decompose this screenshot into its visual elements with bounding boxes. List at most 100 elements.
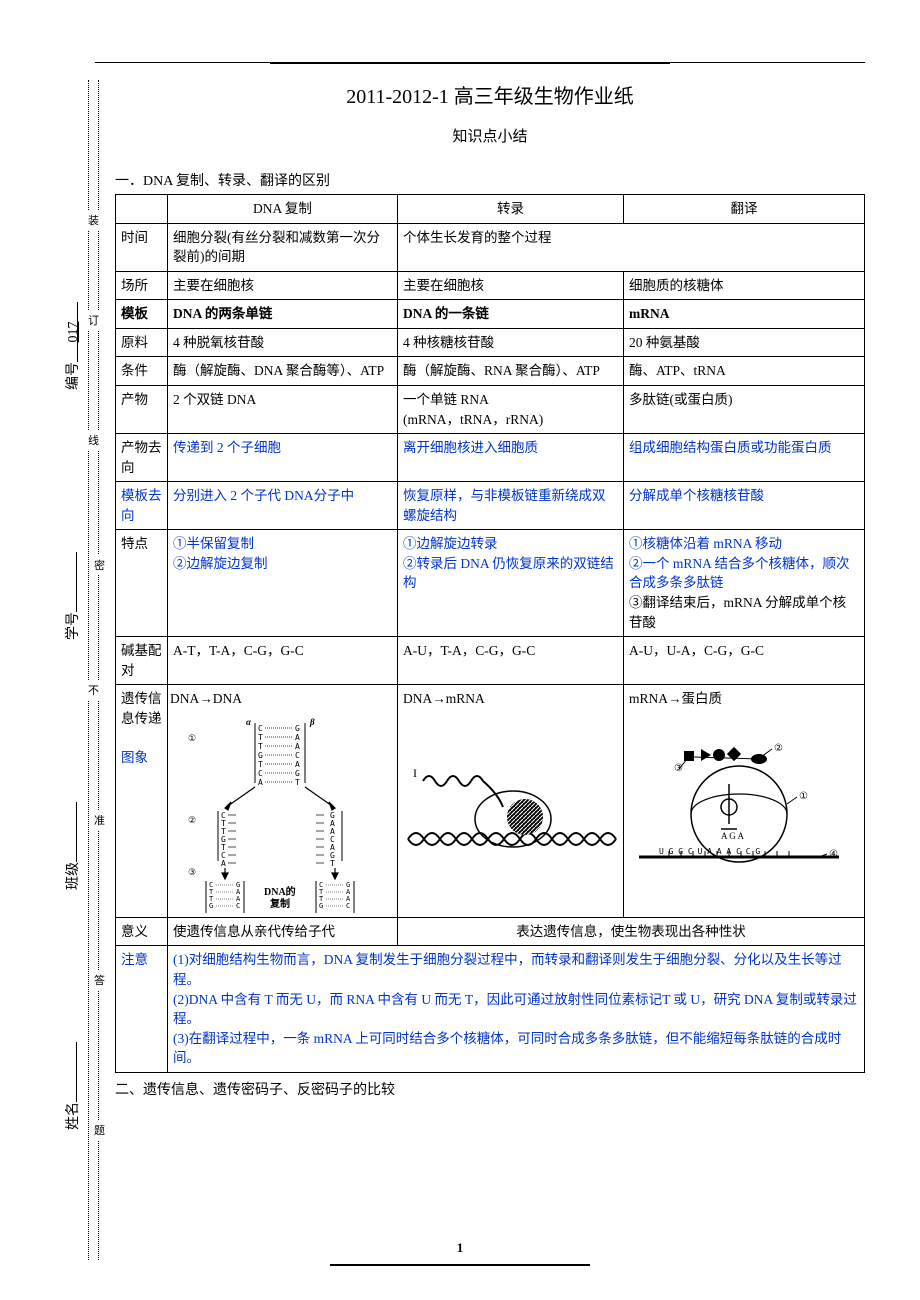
cell-cond-b: 酶（解旋酶、RNA 聚合酶）、ATP — [398, 357, 624, 386]
binding-ti: 题 — [94, 1120, 105, 1140]
translation-diagram: A G A U G G C U A A A C C G — [629, 729, 849, 879]
svg-text:A: A — [258, 778, 263, 787]
cell-meaning-bc: 表达遗传信息，使生物表现出各种性状 — [398, 917, 865, 946]
svg-text:T: T — [258, 733, 263, 742]
svg-text:C: C — [236, 902, 240, 910]
cell-flow-b: DNA→mRNA I — [398, 685, 624, 918]
cell-tdest-c: 分解成单个核糖核苷酸 — [624, 482, 865, 530]
svg-text:C: C — [258, 724, 263, 733]
cell-product-a: 2 个双链 DNA — [168, 385, 398, 433]
row-pdest: 产物去向 传递到 2 个子细胞 离开细胞核进入细胞质 组成细胞结构蛋白质或功能蛋… — [116, 434, 865, 482]
cell-flow-c: mRNA→蛋白质 A G A — [624, 685, 865, 918]
flow-a-label: DNA→DNA — [170, 689, 395, 709]
svg-text:C: C — [295, 751, 300, 760]
cell-feature-b: ①边解旋边转录 ②转录后 DNA 仍恢复原来的双链结构 — [398, 530, 624, 637]
row-tdest: 模板去向 分别进入 2 个子代 DNA分子中 恢复原样，与非模板链重新绕成双螺旋… — [116, 482, 865, 530]
label-name: 姓名 — [62, 1042, 82, 1130]
table-header-row: DNA 复制 转录 翻译 — [116, 195, 865, 224]
dotted-line-inner — [98, 80, 99, 1260]
feature-c-black: ③翻译结束后，mRNA 分解成单个核苷酸 — [629, 595, 846, 630]
svg-text:③: ③ — [188, 867, 196, 877]
page-title: 2011-2012-1 高三年级生物作业纸 — [115, 80, 865, 109]
key-note: 注意 — [116, 946, 168, 1072]
svg-text:I: I — [413, 766, 417, 780]
dotted-line-outer — [88, 80, 89, 1260]
cell-note: (1)对细胞结构生物而言，DNA 复制发生于细胞分裂过程中，而转录和翻译则发生于… — [168, 946, 865, 1072]
cell-template-c: mRNA — [624, 300, 865, 329]
note-2: (2)DNA 中含有 T 而无 U，而 RNA 中含有 U 而无 T，因此可通过… — [173, 990, 859, 1029]
label-class-text: 班级 — [66, 862, 81, 890]
svg-text:T: T — [258, 760, 263, 769]
svg-text:A: A — [295, 742, 300, 751]
svg-text:T: T — [258, 742, 263, 751]
cell-pdest-b: 离开细胞核进入细胞质 — [398, 434, 624, 482]
cell-cond-a: 酶（解旋酶、DNA 聚合酶等）、ATP — [168, 357, 398, 386]
row-place: 场所 主要在细胞核 主要在细胞核 细胞质的核糖体 — [116, 271, 865, 300]
row-flow: 遗传信息传递 图象 DNA→DNA α β ① ② ③ — [116, 685, 865, 918]
row-material: 原料 4 种脱氧核苷酸 4 种核糖核苷酸 20 种氨基酸 — [116, 328, 865, 357]
binding-ding: 订 — [88, 310, 99, 330]
cell-tdest-b: 恢复原样，与非模板链重新绕成双螺旋结构 — [398, 482, 624, 530]
cell-material-a: 4 种脱氧核苷酸 — [168, 328, 398, 357]
binding-bu: 不 — [88, 680, 99, 700]
key-cond: 条件 — [116, 357, 168, 386]
cell-product-c: 多肽链(或蛋白质) — [624, 385, 865, 433]
svg-text:④: ④ — [829, 849, 838, 860]
svg-text:G: G — [295, 769, 300, 778]
feature-c-blue: ①核糖体沿着 mRNA 移动 ②一个 mRNA 结合多个核糖体，顺次合成多条多肽… — [629, 536, 850, 590]
svg-text:①: ① — [799, 791, 808, 802]
svg-text:α: α — [246, 717, 252, 727]
cell-pdest-c: 组成细胞结构蛋白质或功能蛋白质 — [624, 434, 865, 482]
svg-text:A: A — [295, 760, 300, 769]
label-num: 编号017 — [62, 302, 82, 390]
key-pair: 碱基配对 — [116, 637, 168, 685]
svg-text:G: G — [209, 902, 213, 910]
th-replication: DNA 复制 — [168, 195, 398, 224]
label-sid: 学号 — [62, 552, 82, 640]
svg-text:C: C — [346, 902, 350, 910]
key-feature: 特点 — [116, 530, 168, 637]
cell-template-a: DNA 的两条单链 — [168, 300, 398, 329]
row-meaning: 意义 使遗传信息从亲代传给子代 表达遗传信息，使生物表现出各种性状 — [116, 917, 865, 946]
row-pair: 碱基配对 A-T，T-A，C-G，G-C A-U，T-A，C-G，G-C A-U… — [116, 637, 865, 685]
svg-text:β: β — [309, 717, 315, 727]
row-feature: 特点 ①半保留复制 ②边解旋边复制 ①边解旋边转录 ②转录后 DNA 仍恢复原来… — [116, 530, 865, 637]
binding-zhun: 准 — [94, 810, 105, 830]
svg-text:G: G — [258, 751, 263, 760]
svg-text:T: T — [330, 859, 335, 868]
cell-time-a: 细胞分裂(有丝分裂和减数第一次分裂前)的间期 — [168, 223, 398, 271]
key-tdest: 模板去向 — [116, 482, 168, 530]
num-value: 017 — [66, 302, 82, 362]
label-class: 班级 — [62, 802, 82, 890]
dna-replication-diagram: α β ① ② ③ CG TA TA GC — [170, 713, 390, 913]
label-num-text: 编号 — [66, 362, 81, 390]
cell-cond-c: 酶、ATP、tRNA — [624, 357, 865, 386]
page-subtitle: 知识点小结 — [115, 125, 865, 146]
page-content: 2011-2012-1 高三年级生物作业纸 知识点小结 一．DNA 复制、转录、… — [115, 80, 865, 1103]
flow-c-label: mRNA→蛋白质 — [629, 689, 859, 709]
cell-meaning-a: 使遗传信息从亲代传给子代 — [168, 917, 398, 946]
key-flow: 遗传信息传递 图象 — [116, 685, 168, 918]
note-3: (3)在翻译过程中，一条 mRNA 上可同时结合多个核糖体，可同时合成多条多肽链… — [173, 1029, 859, 1068]
key-product: 产物 — [116, 385, 168, 433]
cell-pdest-a: 传递到 2 个子细胞 — [168, 434, 398, 482]
page-number: 1 — [457, 1240, 464, 1255]
cell-place-b: 主要在细胞核 — [398, 271, 624, 300]
svg-text:A: A — [295, 733, 300, 742]
svg-text:②: ② — [188, 815, 196, 825]
svg-text:G: G — [319, 902, 323, 910]
flow-b-label: DNA→mRNA — [403, 689, 618, 709]
key-material: 原料 — [116, 328, 168, 357]
binding-xian: 线 — [88, 430, 99, 450]
key-flow-2: 图象 — [121, 750, 148, 765]
label-sid-text: 学号 — [66, 612, 81, 640]
comparison-table: DNA 复制 转录 翻译 时间 细胞分裂(有丝分裂和减数第一次分裂前)的间期 个… — [115, 194, 865, 1073]
row-template: 模板 DNA 的两条单链 DNA 的一条链 mRNA — [116, 300, 865, 329]
cell-flow-a: DNA→DNA α β ① ② ③ CG — [168, 685, 398, 918]
svg-text:DNA的: DNA的 — [264, 885, 296, 898]
svg-text:复制: 复制 — [269, 897, 290, 910]
footer-rule — [330, 1264, 590, 1266]
th-blank — [116, 195, 168, 224]
svg-text:A: A — [221, 859, 226, 868]
section-1-heading: 一．DNA 复制、转录、翻译的区别 — [115, 170, 865, 190]
